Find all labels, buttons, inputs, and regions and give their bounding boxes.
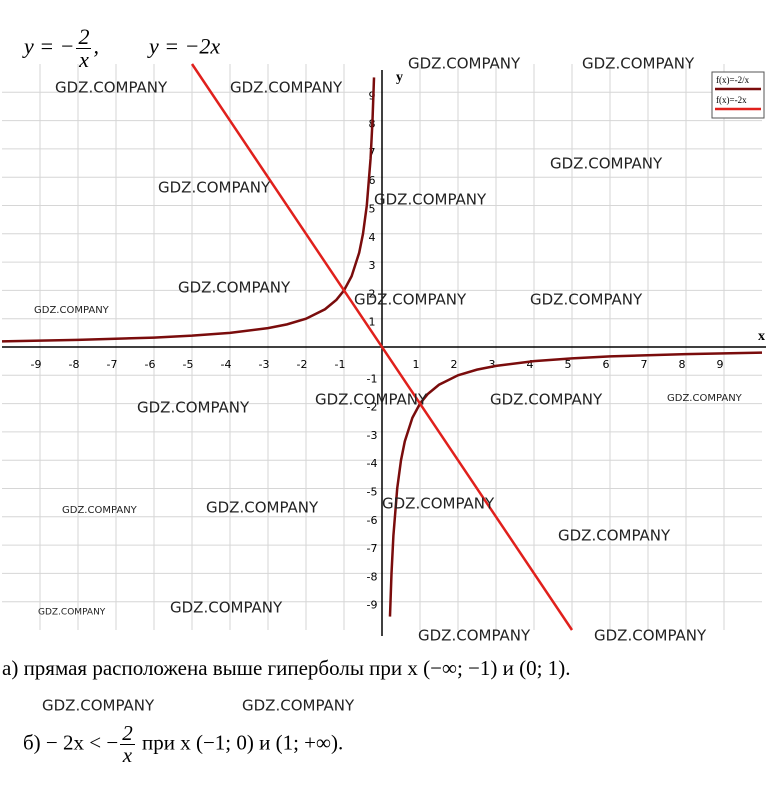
answer-b: б) − 2x < −2 x при x (−1; 0) и (1; +∞). bbox=[2, 698, 343, 791]
watermark: GDZ.COMPANY bbox=[558, 527, 671, 545]
watermark: GDZ.COMPANY bbox=[382, 495, 495, 513]
answer-a: а) прямая расположена выше гиперболы при… bbox=[2, 656, 571, 680]
y-tick-label: -6 bbox=[367, 514, 378, 527]
watermark: GDZ.COMPANY bbox=[408, 55, 521, 73]
watermark: GDZ.COMPANY bbox=[38, 608, 106, 618]
legend-label: f(x)=-2x bbox=[716, 95, 747, 105]
watermark: GDZ.COMPANY bbox=[206, 499, 319, 517]
graph: -9 -8 -7 -6 -5 -4 -3 -2 -1 1 2 3 4 5 6 7 8 9 -9 -8 -7 -6 -5 -4 -… bbox=[1, 55, 766, 715]
watermark: GDZ.COMPANY bbox=[42, 697, 155, 715]
y-tick-label: 2 bbox=[369, 287, 376, 300]
x-tick-label: 2 bbox=[451, 358, 458, 371]
x-tick-label: -9 bbox=[31, 358, 42, 371]
answer-part: б) − 2x < − bbox=[23, 730, 119, 755]
header-formula: y = −2 x, y = −2x bbox=[2, 0, 220, 97]
x-tick-label: 7 bbox=[641, 358, 648, 371]
watermark: GDZ.COMPANY bbox=[315, 391, 428, 409]
watermark: GDZ.COMPANY bbox=[34, 305, 110, 316]
x-tick-label: -3 bbox=[259, 358, 270, 371]
x-tick-label: -7 bbox=[107, 358, 118, 371]
numerator: 2 bbox=[120, 721, 135, 745]
watermark: GDZ.COMPANY bbox=[530, 291, 643, 309]
y-axis-label: y bbox=[396, 70, 403, 85]
y-tick-label: 4 bbox=[369, 231, 376, 244]
watermark: GDZ.COMPANY bbox=[230, 79, 343, 97]
watermark: GDZ.COMPANY bbox=[55, 79, 168, 97]
y-tick-label: -3 bbox=[367, 429, 378, 442]
x-tick-label: -6 bbox=[145, 358, 156, 371]
x-tick-label: 5 bbox=[565, 358, 572, 371]
formula-part: y = − bbox=[24, 33, 75, 59]
function-curve bbox=[190, 63, 574, 631]
watermark: GDZ.COMPANY bbox=[667, 393, 743, 404]
answer-part: при x (−1; 0) и (1; +∞). bbox=[141, 730, 344, 755]
y-tick-label: -8 bbox=[367, 570, 378, 583]
x-tick-label: 6 bbox=[603, 358, 610, 371]
watermark: GDZ.COMPANY bbox=[178, 279, 291, 297]
y-tick-label: 3 bbox=[369, 259, 376, 272]
x-tick-label: 1 bbox=[413, 358, 420, 371]
y-tick-label: -2 bbox=[367, 401, 378, 414]
x-tick-label: -1 bbox=[335, 358, 346, 371]
watermark: GDZ.COMPANY bbox=[418, 627, 531, 645]
y-tick-label: -7 bbox=[367, 542, 378, 555]
watermark: GDZ.COMPANY bbox=[374, 191, 487, 209]
function-curve bbox=[1, 77, 763, 617]
x-tick-label: -2 bbox=[297, 358, 308, 371]
watermark: GDZ.COMPANY bbox=[582, 55, 695, 73]
formula-part: y = −2x bbox=[148, 33, 221, 59]
y-tick-label: -4 bbox=[367, 457, 378, 470]
y-tick-label: -9 bbox=[367, 599, 378, 612]
x-tick-label: 8 bbox=[679, 358, 686, 371]
page: y = −2 x, y = −2x -9 -8 -7 -6 -5 -4 -3 -2 -1 1 2 3 4 5 6… bbox=[1, 0, 766, 766]
y-tick-label: -5 bbox=[367, 486, 378, 499]
legend-label: f(x)=-2/x bbox=[716, 75, 750, 85]
watermark: GDZ.COMPANY bbox=[550, 155, 663, 173]
watermark: GDZ.COMPANY bbox=[62, 505, 138, 516]
denominator: x bbox=[79, 47, 89, 72]
y-tick-label: 9 bbox=[369, 89, 376, 102]
x-tick-label: 4 bbox=[527, 358, 534, 371]
numerator: 2 bbox=[76, 24, 92, 49]
y-tick-label: 6 bbox=[369, 174, 376, 187]
x-tick-label: -4 bbox=[221, 358, 232, 371]
y-tick-label: 5 bbox=[369, 203, 376, 216]
denominator: x bbox=[122, 743, 133, 767]
watermark: GDZ.COMPANY bbox=[490, 391, 603, 409]
watermark: GDZ.COMPANY bbox=[158, 179, 271, 197]
x-tick-label: 9 bbox=[717, 358, 724, 371]
watermark: GDZ.COMPANY bbox=[137, 399, 250, 417]
formula-part: , bbox=[93, 33, 99, 59]
x-tick-label: -5 bbox=[183, 358, 194, 371]
x-tick-label: -8 bbox=[69, 358, 80, 371]
watermark: GDZ.COMPANY bbox=[242, 697, 355, 715]
x-tick-label: 3 bbox=[489, 358, 496, 371]
legend-box bbox=[711, 71, 765, 119]
y-tick-label: -1 bbox=[367, 372, 378, 385]
watermark: GDZ.COMPANY bbox=[594, 627, 707, 645]
y-tick-label: 1 bbox=[369, 316, 376, 329]
watermark: GDZ.COMPANY bbox=[354, 291, 467, 309]
x-axis-label: x bbox=[758, 329, 765, 344]
watermark: GDZ.COMPANY bbox=[170, 599, 283, 617]
